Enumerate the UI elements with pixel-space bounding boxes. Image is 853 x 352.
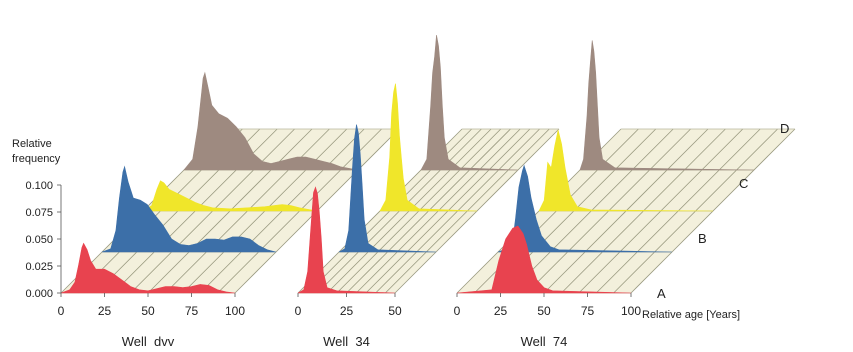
- histogram-d-panel-3: [579, 40, 755, 171]
- histogram-b-panel-2: [338, 124, 437, 253]
- histogram-series: [60, 34, 755, 294]
- y-tick-label: 0.075: [25, 207, 53, 219]
- y-tick-label: 0.000: [25, 288, 53, 300]
- histogram-a-panel-3: [456, 225, 632, 294]
- histogram-d-panel-2: [420, 34, 519, 171]
- y-axis-label-line-1: Relative: [12, 138, 52, 150]
- panel-labels: Well dvv Well 34 Well 74: [122, 334, 568, 349]
- panel-label-2: Well 34: [323, 334, 370, 349]
- x-tick-label: 100: [621, 304, 641, 318]
- x-tick-label: 50: [388, 304, 402, 318]
- x-tick-label: 0: [454, 304, 461, 318]
- x-tick-label: 75: [581, 304, 595, 318]
- x-tick-label: 25: [98, 304, 112, 318]
- histogram-a-panel-2: [297, 186, 396, 294]
- histogram-b-panel-1: [101, 165, 277, 253]
- panel-label-1: Well dvv: [122, 334, 175, 349]
- y-tick-label: 0.100: [25, 180, 53, 192]
- layer-label-c: C: [739, 176, 748, 191]
- histogram-d-panel-1: [183, 71, 359, 171]
- y-tick-labels: 0.000 0.025 0.050 0.075 0.100: [25, 180, 62, 300]
- x-tick-labels: 0 25 50 75 100 0 25 50 0 25 50 75 100: [58, 293, 641, 318]
- x-tick-label: 25: [340, 304, 354, 318]
- histogram-c-panel-3: [538, 129, 714, 212]
- layer-label-b: B: [698, 231, 707, 246]
- x-tick-label: 50: [537, 304, 551, 318]
- layer-label-d: D: [780, 121, 789, 136]
- histogram-c-panel-1: [141, 180, 318, 212]
- panel-label-3: Well 74: [521, 334, 568, 349]
- x-tick-label: 100: [225, 304, 245, 318]
- x-axis-label: Relative age [Years]: [642, 309, 740, 321]
- x-tick-label: 0: [295, 304, 302, 318]
- x-tick-label: 0: [58, 304, 65, 318]
- histogram-c-panel-2: [379, 83, 478, 212]
- y-axis-label-line-2: frequency: [12, 153, 61, 165]
- layer-labels: A B C D: [657, 121, 789, 301]
- y-tick-label: 0.025: [25, 261, 53, 273]
- x-tick-label: 75: [185, 304, 199, 318]
- axes: Relative frequency 0.0000.0250.0500.0750…: [12, 121, 789, 349]
- x-tick-label: 50: [141, 304, 155, 318]
- layer-label-a: A: [657, 286, 666, 301]
- histogram-a-panel-1: [60, 242, 236, 294]
- y-tick-label: 0.050: [25, 234, 53, 246]
- x-tick-label: 25: [494, 304, 508, 318]
